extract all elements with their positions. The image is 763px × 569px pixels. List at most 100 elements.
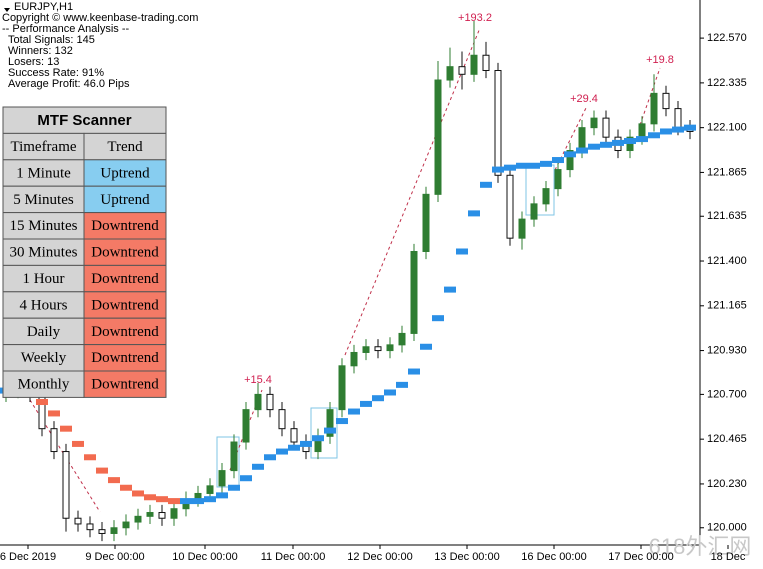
candle-body — [278, 409, 286, 430]
profit-label: +19.8 — [646, 54, 674, 66]
table-cell-text: Downtrend — [91, 297, 159, 313]
table-cell — [83, 212, 167, 240]
info-line: Winners: 132 — [8, 45, 73, 57]
plot: +15.4 +193.2 +29.4 +19.8 — [0, 12, 696, 542]
ma-point — [432, 315, 444, 322]
info-line: Losers: 13 — [8, 56, 59, 68]
y-tick-label: 121.400 — [707, 255, 747, 267]
candle-body — [506, 174, 514, 239]
candle-body — [434, 79, 442, 195]
candle-body — [134, 515, 142, 523]
ma-point — [468, 210, 480, 217]
ma-point — [120, 484, 132, 491]
table-cell-text: Downtrend — [91, 324, 159, 340]
candle-body — [482, 54, 490, 71]
ma-point — [504, 164, 516, 171]
candle-body — [422, 193, 430, 252]
ma-point — [60, 425, 72, 432]
table-cell — [83, 185, 167, 214]
ma-point — [216, 492, 228, 499]
candle-body — [218, 470, 226, 487]
ma-point — [552, 157, 564, 164]
ma-point — [480, 181, 492, 188]
menu-arrow — [4, 8, 10, 12]
table-cell-text: Downtrend — [91, 218, 159, 234]
ma-point — [624, 137, 636, 144]
table-cell-text: Trend — [107, 139, 143, 155]
ma-point — [48, 410, 60, 417]
ma-point — [372, 395, 384, 402]
profit-label: +15.4 — [244, 374, 272, 386]
ma-point — [444, 286, 456, 293]
ma-point — [96, 467, 108, 474]
y-tick-label: 122.570 — [707, 32, 747, 44]
y-tick-label: 120.230 — [707, 478, 747, 490]
ma-point — [108, 477, 120, 484]
candle-body — [230, 441, 238, 472]
trade-line — [344, 27, 481, 356]
ma-point — [252, 463, 264, 470]
candle-body — [242, 409, 250, 443]
candle-body — [86, 523, 94, 531]
candle-body — [674, 108, 682, 129]
symbol: EURJPY,H1 — [14, 1, 73, 13]
candle-body — [326, 409, 334, 437]
ma-point — [144, 494, 156, 501]
y-tick-label: 121.635 — [707, 210, 747, 222]
x-tick-label: 17 Dec 00:00 — [608, 551, 673, 563]
ma-point — [456, 248, 468, 255]
candle-body — [398, 332, 406, 346]
ma-point — [288, 444, 300, 451]
ma-point — [336, 418, 348, 425]
info-line: -- Performance Analysis -- — [2, 23, 129, 35]
candle-body — [170, 508, 178, 519]
mtf-scanner: MTF Scanner Timeframe Trend 1 Minute Uptrend… — [2, 106, 167, 398]
table-title: MTF Scanner — [37, 112, 131, 129]
table-cell-text: Downtrend — [91, 350, 159, 366]
x-tick-label: 9 Dec 00:00 — [85, 551, 144, 563]
candle-body — [494, 69, 502, 176]
table-cell-text: Daily — [27, 324, 61, 340]
y-tick-label: 120.930 — [707, 344, 747, 356]
info-line: Copyright © www.keenbase-trading.com — [2, 12, 198, 24]
info-line: Total Signals: 145 — [8, 34, 95, 46]
table-cell — [83, 264, 167, 293]
y-tick-label: 120.700 — [707, 388, 747, 400]
candle-body — [590, 117, 598, 129]
candle-body — [254, 393, 262, 411]
candle-body — [602, 117, 610, 138]
ma-point — [516, 162, 528, 169]
candle-body — [350, 351, 358, 367]
candle-body — [158, 512, 166, 519]
candle-body — [290, 428, 298, 443]
candle-body — [542, 188, 550, 205]
ma-point — [264, 454, 276, 461]
candle-body — [98, 529, 106, 534]
x-tick-label: 11 Dec 00:00 — [261, 551, 326, 563]
table-cell-text: 1 Hour — [22, 271, 64, 287]
table-cell-text: Downtrend — [91, 245, 159, 261]
candle-body — [662, 92, 670, 110]
trade-line — [639, 67, 661, 126]
table-cell — [83, 238, 167, 266]
candle-body — [470, 54, 478, 75]
info-line: Average Profit: 46.0 Pips — [8, 78, 130, 90]
x-tick-label: 18 Dec — [711, 551, 746, 563]
candle-body — [446, 66, 454, 81]
ma-point — [420, 343, 432, 350]
candle-body — [206, 485, 214, 494]
table-cell — [2, 238, 85, 266]
ma-point — [528, 162, 540, 169]
candle-body — [578, 127, 586, 152]
ma-point — [588, 143, 600, 150]
candle-body — [410, 250, 418, 334]
ma-point — [564, 151, 576, 158]
ma-point — [276, 448, 288, 455]
candle-body — [566, 150, 574, 171]
ma-point — [648, 132, 660, 139]
ma-point — [84, 454, 96, 461]
table-cell — [2, 212, 85, 240]
table-cell — [83, 159, 167, 187]
ma-point — [576, 147, 588, 154]
